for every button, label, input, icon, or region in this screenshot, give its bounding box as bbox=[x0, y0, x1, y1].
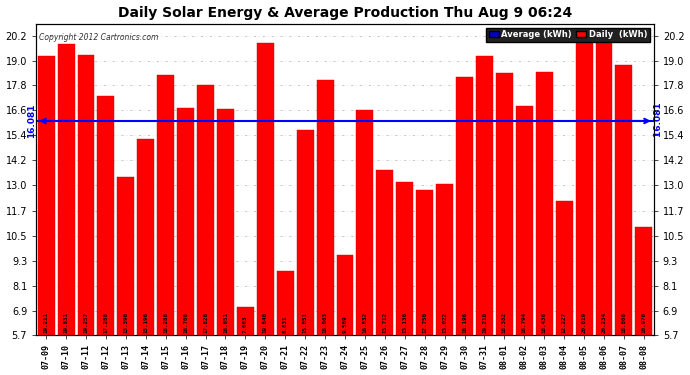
Bar bbox=[535, 72, 553, 335]
Text: Copyright 2012 Cartronics.com: Copyright 2012 Cartronics.com bbox=[39, 33, 159, 42]
Text: 13.712: 13.712 bbox=[382, 312, 387, 333]
Text: 19.257: 19.257 bbox=[83, 312, 88, 333]
Bar bbox=[38, 56, 55, 335]
Bar bbox=[635, 226, 652, 335]
Bar bbox=[555, 201, 573, 335]
Bar bbox=[197, 85, 214, 335]
Text: 18.286: 18.286 bbox=[164, 312, 168, 333]
Bar bbox=[575, 40, 593, 335]
Bar bbox=[436, 184, 453, 335]
Bar bbox=[357, 110, 373, 335]
Bar bbox=[157, 75, 174, 335]
Bar bbox=[257, 44, 274, 335]
Text: 19.210: 19.210 bbox=[482, 312, 487, 333]
Bar bbox=[476, 56, 493, 335]
Text: 17.288: 17.288 bbox=[104, 312, 108, 333]
Bar bbox=[317, 80, 333, 335]
Text: 15.196: 15.196 bbox=[144, 312, 148, 333]
Bar bbox=[58, 44, 75, 335]
Text: 20.019: 20.019 bbox=[582, 312, 586, 333]
Bar bbox=[595, 35, 613, 335]
Text: 16.081: 16.081 bbox=[654, 102, 663, 140]
Text: 19.211: 19.211 bbox=[43, 312, 49, 333]
Text: 18.063: 18.063 bbox=[323, 312, 328, 333]
Bar bbox=[277, 271, 294, 335]
Text: 13.136: 13.136 bbox=[402, 312, 407, 333]
Text: 8.831: 8.831 bbox=[283, 316, 288, 333]
Text: 16.708: 16.708 bbox=[183, 312, 188, 333]
Text: 18.436: 18.436 bbox=[542, 312, 546, 333]
Text: 13.390: 13.390 bbox=[124, 312, 128, 333]
Bar bbox=[396, 182, 413, 335]
Legend: Average (kWh), Daily  (kWh): Average (kWh), Daily (kWh) bbox=[486, 28, 649, 42]
Text: 16.651: 16.651 bbox=[223, 312, 228, 333]
Text: 16.794: 16.794 bbox=[522, 312, 526, 333]
Title: Daily Solar Energy & Average Production Thu Aug 9 06:24: Daily Solar Energy & Average Production … bbox=[118, 6, 572, 20]
Text: 19.840: 19.840 bbox=[263, 312, 268, 333]
Bar bbox=[337, 255, 353, 335]
Text: 12.227: 12.227 bbox=[562, 312, 566, 333]
Text: 16.632: 16.632 bbox=[362, 312, 367, 333]
Bar bbox=[177, 108, 194, 335]
Bar bbox=[416, 190, 433, 335]
Bar bbox=[456, 77, 473, 335]
Text: 19.831: 19.831 bbox=[63, 312, 68, 333]
Bar bbox=[77, 56, 95, 335]
Text: 18.382: 18.382 bbox=[502, 312, 507, 333]
Bar bbox=[137, 139, 155, 335]
Text: 18.808: 18.808 bbox=[622, 312, 627, 333]
Bar bbox=[237, 307, 254, 335]
Bar bbox=[376, 170, 393, 335]
Text: 10.970: 10.970 bbox=[641, 312, 647, 333]
Bar bbox=[97, 96, 115, 335]
Text: 15.651: 15.651 bbox=[303, 312, 308, 333]
Bar bbox=[615, 64, 632, 335]
Text: 18.196: 18.196 bbox=[462, 312, 467, 333]
Text: 9.569: 9.569 bbox=[342, 316, 348, 333]
Bar bbox=[217, 109, 234, 335]
Bar bbox=[496, 74, 513, 335]
Text: 20.234: 20.234 bbox=[602, 312, 607, 333]
Bar bbox=[297, 130, 314, 335]
Text: 7.063: 7.063 bbox=[243, 316, 248, 333]
Text: 13.022: 13.022 bbox=[442, 312, 447, 333]
Bar bbox=[516, 106, 533, 335]
Bar bbox=[117, 177, 135, 335]
Text: 16.081: 16.081 bbox=[27, 104, 36, 138]
Text: 17.826: 17.826 bbox=[203, 312, 208, 333]
Text: 12.750: 12.750 bbox=[422, 312, 427, 333]
